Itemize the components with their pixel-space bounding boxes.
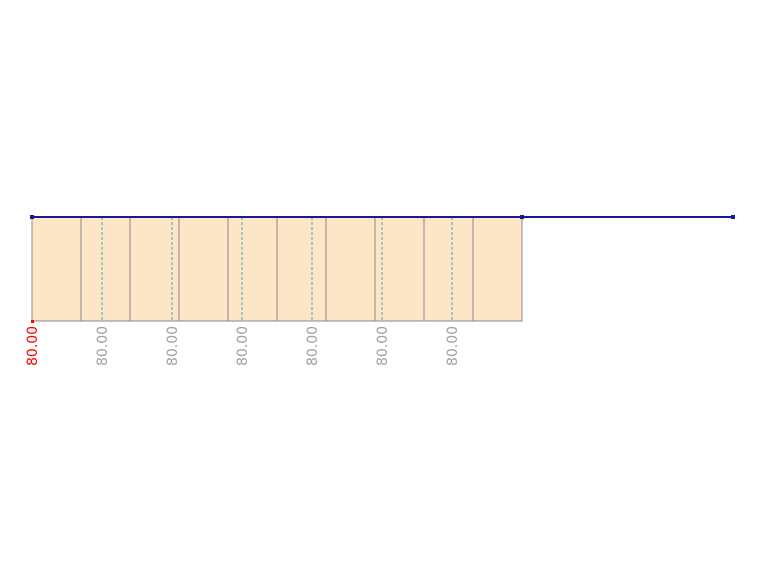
dimension-label: 80.00 <box>375 326 391 366</box>
panel <box>423 216 474 322</box>
panel <box>325 216 376 322</box>
panel <box>31 216 82 322</box>
dimension-label: 80.00 <box>95 326 111 366</box>
panels <box>31 216 523 322</box>
dashed-lines <box>101 217 453 321</box>
panel <box>80 216 131 322</box>
panel <box>472 216 523 322</box>
panel <box>129 216 180 322</box>
dimension-label: 80.00 <box>305 326 321 366</box>
node-mid[interactable] <box>520 215 524 219</box>
node-origin <box>31 320 34 323</box>
node-end[interactable] <box>731 215 735 219</box>
dimension-label: 80.00 <box>235 326 251 366</box>
panel <box>178 216 229 322</box>
dimension-labels: 80.00 80.00 80.00 80.00 80.00 80.00 80.00 <box>25 326 461 366</box>
dimension-label: 80.00 <box>25 326 41 366</box>
node-start[interactable] <box>30 215 34 219</box>
panel <box>276 216 327 322</box>
panel <box>374 216 425 322</box>
panel <box>227 216 278 322</box>
dimension-label: 80.00 <box>165 326 181 366</box>
dimension-label: 80.00 <box>445 326 461 366</box>
